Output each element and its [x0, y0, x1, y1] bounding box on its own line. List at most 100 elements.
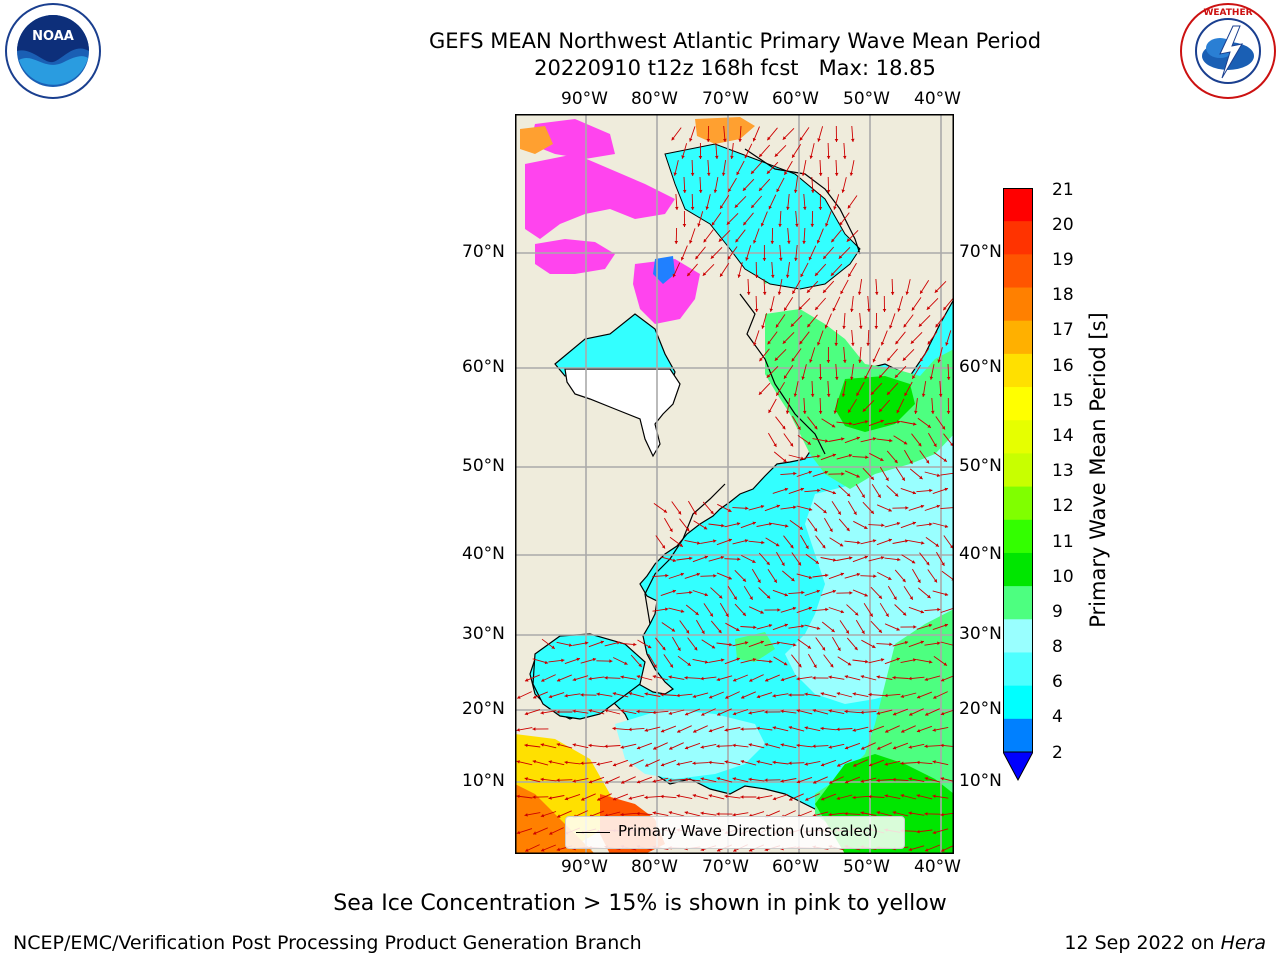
- wave-arrow-head: [726, 221, 731, 225]
- wave-arrow-head: [816, 589, 820, 594]
- wave-arrow-head: [896, 521, 901, 526]
- wave-arrow-head: [662, 646, 666, 651]
- wave-arrow-head: [720, 205, 724, 209]
- wave-arrow-head: [541, 848, 545, 852]
- wave-arrow-head: [817, 138, 821, 142]
- wave-arrow-head: [744, 641, 749, 645]
- wave-arrow-head: [812, 676, 816, 680]
- wave-arrow-head: [805, 797, 809, 801]
- wave-arrow-head: [876, 778, 880, 783]
- map-panel[interactable]: Primary Wave Direction (unscaled): [515, 114, 954, 854]
- wave-arrow-head: [533, 695, 537, 699]
- wave-arrow-head: [620, 675, 624, 679]
- footer-date-text: 12 Sep 2022 on: [1064, 932, 1221, 954]
- wave-arrow-head: [653, 664, 657, 668]
- wave-arrow-head: [872, 358, 876, 363]
- wave-arrow-head: [784, 307, 788, 311]
- wave-arrow-head: [840, 290, 844, 295]
- wave-arrow-head: [801, 624, 805, 628]
- colorbar-segment: [1003, 353, 1033, 388]
- wave-arrow-head: [836, 796, 840, 800]
- colorbar-tick: 13: [1052, 461, 1074, 481]
- colorbar-segment: [1003, 519, 1033, 554]
- wave-arrow-head: [628, 692, 632, 696]
- wave-arrow-head: [844, 746, 849, 750]
- wave-arrow-head: [799, 137, 803, 141]
- wave-arrow-head: [866, 342, 870, 346]
- wave-arrow-head: [761, 540, 765, 545]
- wave-arrow-head: [925, 460, 930, 464]
- wave-arrow-head: [826, 393, 831, 397]
- wave-arrow-head: [936, 504, 940, 509]
- wave-arrow-head: [885, 477, 889, 481]
- wave-arrow-head: [668, 675, 672, 679]
- wave-arrow-head: [902, 612, 907, 616]
- wave-arrow-head: [532, 727, 536, 731]
- wave-arrow-head: [852, 692, 856, 696]
- wave-arrow-head: [946, 411, 951, 414]
- wave-arrow-head: [689, 590, 693, 595]
- wave-arrow-head: [744, 539, 749, 543]
- wave-arrow-head: [841, 472, 845, 476]
- wave-arrow-head: [729, 642, 733, 647]
- wave-arrow-head: [748, 743, 752, 747]
- wave-arrow-head: [809, 155, 813, 159]
- wave-arrow-head: [716, 744, 720, 748]
- wave-arrow-head: [803, 206, 807, 210]
- wave-arrow-head: [807, 645, 811, 649]
- wave-arrow-head: [850, 376, 854, 380]
- colorbar-tick: 10: [1052, 567, 1074, 587]
- wave-arrow-head: [781, 562, 785, 566]
- wave-arrow-head: [812, 744, 816, 748]
- wave-arrow-head: [660, 794, 664, 799]
- wave-arrow-head: [931, 410, 935, 414]
- wave-arrow-head: [576, 657, 580, 662]
- wave-arrow-head: [848, 453, 853, 458]
- lon-label-bottom-60w: 60°W: [772, 857, 819, 877]
- wave-arrow-head: [704, 555, 708, 559]
- wave-arrow-head: [785, 524, 789, 528]
- wave-arrow-head: [920, 358, 924, 362]
- footer-credit: NCEP/EMC/Verification Post Processing Pr…: [13, 932, 642, 954]
- wave-arrow-head: [820, 726, 824, 731]
- wave-arrow-head: [810, 223, 815, 227]
- gulf-of-mexico: [532, 633, 646, 720]
- colorbar-tick: 11: [1052, 532, 1074, 552]
- wave-arrow-head: [786, 206, 790, 210]
- wave-arrow-head: [609, 659, 613, 663]
- wave-arrow-head: [645, 763, 649, 767]
- wave-arrow-head: [846, 527, 850, 532]
- wave-arrow-head: [861, 746, 865, 750]
- wave-arrow-head: [844, 675, 848, 679]
- wave-arrow-head: [765, 678, 769, 682]
- wave-arrow-head: [752, 137, 757, 142]
- wave-arrow-head: [717, 712, 721, 716]
- wave-arrow-head: [880, 457, 884, 461]
- wave-arrow-head: [789, 443, 794, 447]
- wave-arrow-head: [620, 812, 624, 817]
- wave-arrow-head: [556, 847, 561, 852]
- wave-arrow-head: [818, 410, 823, 414]
- wave-arrow-head: [793, 505, 797, 510]
- wave-arrow-head: [612, 692, 616, 696]
- wave-arrow-head: [572, 709, 576, 713]
- wave-arrow-head: [776, 188, 780, 193]
- wave-arrow-head: [695, 611, 699, 615]
- wave-arrow-head: [865, 455, 869, 459]
- wave-arrow-head: [708, 760, 712, 765]
- wave-arrow-head: [815, 306, 819, 310]
- wave-arrow-head: [708, 794, 712, 798]
- wave-arrow-head: [917, 695, 921, 699]
- wave-arrow-head: [840, 572, 844, 576]
- wave-arrow-head: [924, 677, 928, 681]
- wave-arrow-head: [652, 710, 656, 715]
- wave-arrow-head: [585, 641, 589, 645]
- wave-arrow-head: [793, 471, 797, 476]
- wave-arrow-head: [753, 342, 757, 346]
- wave-arrow-head: [897, 557, 901, 562]
- wave-arrow-head: [877, 494, 881, 498]
- wave-arrow-head: [753, 240, 757, 244]
- sea-ice-pink-1: [525, 154, 675, 239]
- wave-arrow-head: [824, 324, 829, 329]
- wave-arrow-head: [888, 508, 892, 512]
